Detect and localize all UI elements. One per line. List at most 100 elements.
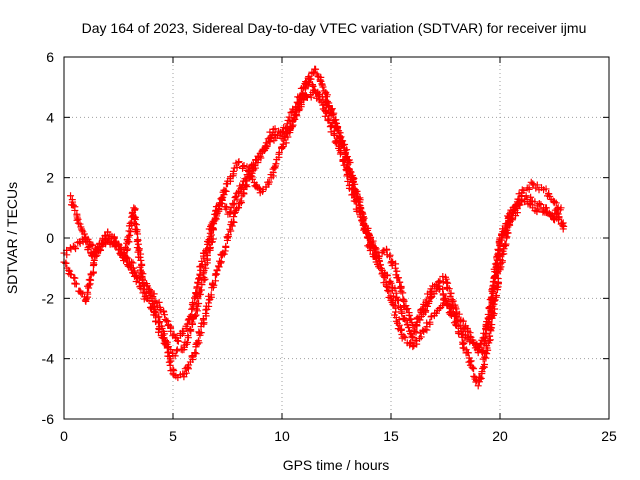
data-point-interp <box>203 245 211 253</box>
data-point-interp <box>325 117 333 125</box>
data-point-interp <box>487 304 495 312</box>
data-point <box>409 321 417 329</box>
data-point-interp <box>286 126 294 134</box>
data-point-interp <box>77 289 85 297</box>
data-point-interp <box>467 357 475 365</box>
data-point <box>409 334 417 342</box>
data-point <box>234 189 242 197</box>
data-point <box>485 337 493 345</box>
data-point <box>557 204 565 212</box>
data-point-interp <box>201 275 209 283</box>
data-point-interp <box>133 221 141 229</box>
data-point <box>173 337 181 345</box>
data-point-interp <box>72 245 80 253</box>
data-point-interp <box>550 214 558 222</box>
data-point-interp <box>62 259 70 267</box>
data-point <box>165 321 173 329</box>
data-point <box>202 264 210 272</box>
data-point <box>496 234 504 242</box>
data-point-interp <box>393 267 401 275</box>
data-point <box>234 204 242 212</box>
data-point-interp <box>447 289 455 297</box>
data-point <box>322 107 330 115</box>
data-point-interp <box>405 324 413 332</box>
data-point-interp <box>155 298 163 306</box>
data-point-interp <box>129 269 137 277</box>
data-point <box>505 213 513 221</box>
data-point-interp <box>249 160 257 168</box>
data-point-interp <box>328 122 336 130</box>
data-point <box>304 74 312 82</box>
data-point <box>278 134 286 142</box>
data-point-interp <box>485 315 493 323</box>
data-point-interp <box>426 318 434 326</box>
data-point-interp <box>85 243 93 251</box>
data-point-interp <box>439 285 447 293</box>
data-point <box>400 297 408 305</box>
data-point-interp <box>143 282 151 290</box>
data-point <box>339 156 347 164</box>
data-point-interp <box>432 287 440 295</box>
data-point <box>82 297 90 305</box>
data-point <box>191 349 199 357</box>
data-point-interp <box>494 246 502 254</box>
data-point-interp <box>494 250 502 258</box>
data-point-interp <box>327 112 335 120</box>
data-point-interp <box>500 245 508 253</box>
data-point-interp <box>293 106 301 114</box>
data-point-interp <box>456 321 464 329</box>
data-point-interp <box>493 254 501 262</box>
data-point-interp <box>490 284 498 292</box>
data-point <box>269 125 277 133</box>
plot-frame <box>63 56 610 420</box>
y-tick-label: -6 <box>42 411 55 427</box>
data-point-interp <box>469 364 477 372</box>
data-point <box>180 373 188 381</box>
data-point-interp <box>412 328 420 336</box>
data-point-interp <box>242 177 250 185</box>
data-point <box>426 294 434 302</box>
data-point-interp <box>221 187 229 195</box>
data-point-interp <box>553 205 561 213</box>
data-point <box>444 300 452 308</box>
data-point-interp <box>484 310 492 318</box>
data-point-interp <box>162 317 170 325</box>
data-point-interp <box>326 108 334 116</box>
data-point-interp <box>237 197 245 205</box>
data-point-interp <box>478 348 486 356</box>
data-point <box>348 186 356 194</box>
data-point <box>71 243 79 251</box>
data-point-interp <box>76 239 84 247</box>
data-point <box>365 243 373 251</box>
data-point <box>529 204 537 212</box>
data-point-interp <box>184 338 192 346</box>
data-point <box>67 192 75 200</box>
x-tick-label: 20 <box>492 428 508 444</box>
data-point <box>311 65 319 73</box>
data-point-interp <box>194 337 202 345</box>
data-point-interp <box>166 361 174 369</box>
data-point <box>374 252 382 260</box>
data-point-interp <box>217 259 225 267</box>
data-point <box>110 234 118 242</box>
data-point-interp <box>268 131 276 139</box>
data-point-interp <box>404 305 412 313</box>
data-point-interp <box>96 246 104 254</box>
data-point-interp <box>220 250 228 258</box>
data-point-interp <box>502 220 510 228</box>
data-point-interp <box>89 268 97 276</box>
data-point-interp <box>349 190 357 198</box>
data-point-interp <box>262 143 270 151</box>
data-point-interp <box>167 346 175 354</box>
data-point-interp <box>229 167 237 175</box>
data-point-interp <box>527 193 535 201</box>
data-point <box>99 240 107 248</box>
data-point <box>322 89 330 97</box>
data-point-interp <box>115 241 123 249</box>
data-point-interp <box>134 240 142 248</box>
data-point-interp <box>360 224 368 232</box>
y-tick-label: -2 <box>42 290 55 306</box>
data-point-interp <box>383 272 391 280</box>
data-point-interp <box>481 361 489 369</box>
data-point <box>158 334 166 342</box>
